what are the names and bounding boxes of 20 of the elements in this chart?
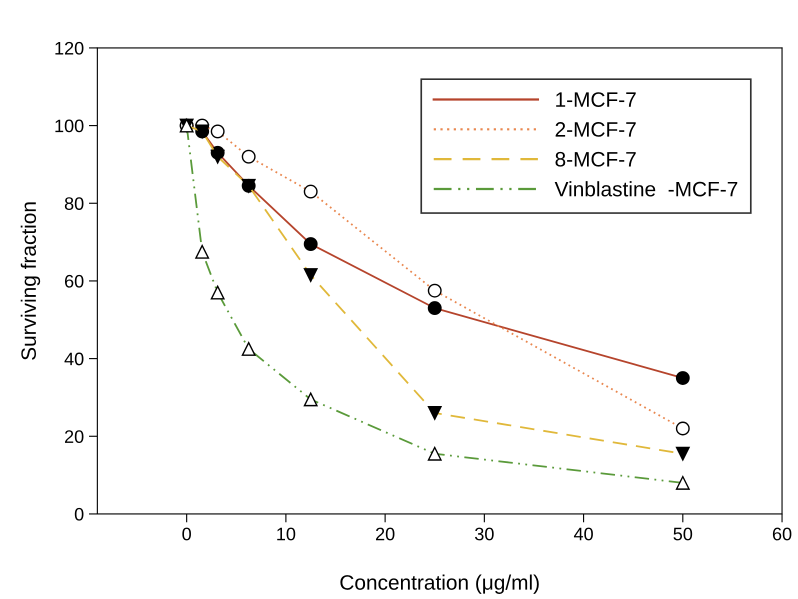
legend-label: 1-MCF-7: [556, 92, 636, 107]
x-tick-label: 30: [475, 528, 494, 540]
y-axis-title: Surviving fraction: [20, 202, 40, 360]
x-tick-label: 40: [574, 528, 593, 540]
legend-label: 8-MCF-7: [555, 152, 636, 167]
x-tick-label: 60: [772, 528, 792, 540]
x-tick-label: 50: [673, 528, 692, 540]
y-tick-label: 100: [55, 120, 84, 132]
x-tick-label: 10: [277, 528, 296, 540]
legend-label: 2-MCF-7: [556, 122, 636, 137]
y-tick-label: 20: [64, 430, 84, 443]
x-axis-title: Concentration (μg/ml): [340, 574, 539, 594]
x-tick-label: 0: [182, 528, 191, 540]
x-tick-label: 20: [376, 528, 394, 540]
legend-label: Vinblastine -MCF-7: [554, 181, 738, 196]
y-tick-label: 0: [74, 508, 84, 521]
y-tick-label: 80: [64, 197, 84, 210]
y-tick-label: 40: [64, 352, 84, 366]
y-tick-label: 120: [55, 42, 84, 55]
y-tick-label: 60: [64, 274, 84, 288]
